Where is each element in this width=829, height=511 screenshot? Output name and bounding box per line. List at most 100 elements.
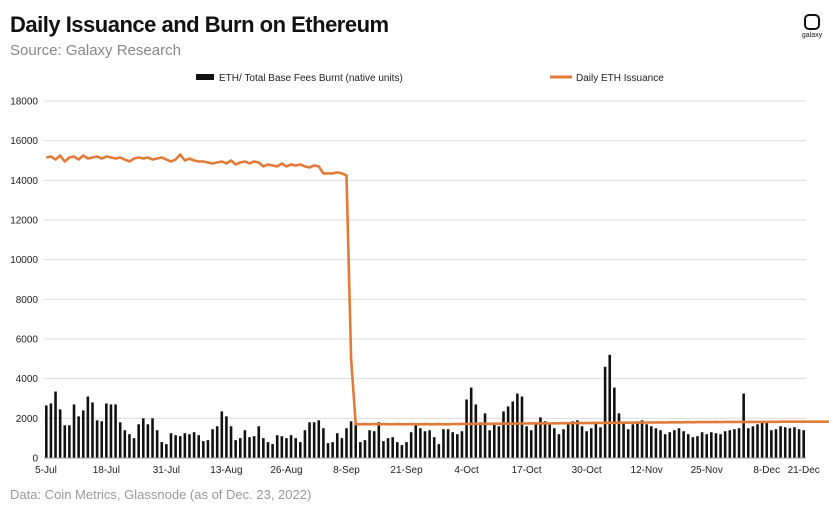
burn-bars xyxy=(45,354,805,458)
x-tick-label: 21-Dec xyxy=(788,465,820,476)
burn-bar xyxy=(215,426,219,458)
burn-bar xyxy=(363,440,367,458)
burn-bar xyxy=(377,422,381,458)
burn-bar xyxy=(553,428,556,458)
burn-bar xyxy=(520,396,524,458)
burn-bar xyxy=(141,418,145,458)
burn-bar xyxy=(423,431,427,458)
burn-bar xyxy=(511,401,515,458)
burn-bar xyxy=(451,432,455,458)
burn-bar xyxy=(576,420,579,458)
burn-bar xyxy=(705,434,709,458)
burn-bar xyxy=(178,436,182,458)
burn-bar xyxy=(174,435,177,458)
burn-bar xyxy=(456,434,459,458)
burn-bar xyxy=(719,434,722,458)
burn-bar xyxy=(774,429,778,458)
x-tick-label: 25-Nov xyxy=(691,465,723,476)
burn-bar xyxy=(737,428,741,458)
x-tick-label: 5-Jul xyxy=(35,465,57,476)
burn-bar xyxy=(506,406,510,458)
burn-bar xyxy=(428,430,431,458)
burn-bar xyxy=(54,391,57,458)
burn-bar xyxy=(234,440,237,458)
y-tick-label: 0 xyxy=(32,454,38,465)
burn-bar xyxy=(95,420,99,458)
burn-bar xyxy=(128,434,131,458)
burn-bar xyxy=(474,404,478,458)
burn-bar xyxy=(654,428,658,458)
burn-bar xyxy=(335,433,339,458)
burn-bar xyxy=(479,422,482,458)
burn-bar xyxy=(645,424,648,458)
burn-bar xyxy=(225,416,228,458)
burn-bar xyxy=(543,421,547,458)
burn-bar xyxy=(151,418,154,458)
burn-bar xyxy=(248,437,251,458)
burn-bar xyxy=(437,444,441,458)
burn-bar xyxy=(728,430,732,458)
y-tick-label: 2000 xyxy=(16,414,39,425)
chart-title: Daily Issuance and Burn on Ethereum xyxy=(10,12,389,37)
legend-label-issuance: Daily ETH Issuance xyxy=(576,73,664,84)
burn-bar xyxy=(354,422,358,458)
burn-bar xyxy=(594,423,598,458)
x-tick-label: 18-Jul xyxy=(93,465,120,476)
burn-bar xyxy=(391,437,394,458)
burn-bar xyxy=(779,426,782,458)
burn-bar xyxy=(202,441,205,458)
issuance-line-path xyxy=(46,153,829,426)
burn-bar xyxy=(211,429,214,458)
burn-bar xyxy=(345,428,348,458)
burn-bar xyxy=(686,434,690,458)
burn-bar xyxy=(317,420,321,458)
burn-bar xyxy=(488,430,491,458)
burn-bar xyxy=(257,426,261,458)
y-tick-label: 14000 xyxy=(10,176,38,187)
burn-bar xyxy=(303,430,307,458)
burn-bar xyxy=(91,402,94,458)
burn-bar xyxy=(585,431,588,458)
burn-bar xyxy=(636,421,639,458)
burn-bar xyxy=(608,354,612,458)
burn-bar xyxy=(802,430,805,458)
burn-bar xyxy=(751,426,755,458)
burn-bar xyxy=(649,426,653,458)
burn-bar xyxy=(271,444,274,458)
burn-bar xyxy=(492,424,496,458)
burn-bar xyxy=(442,429,445,458)
x-axis-ticks: 5-Jul 18-Jul 31-Jul 13-Aug 26-Aug 8-Sep 21-Sep… xyxy=(35,465,820,476)
burn-bar xyxy=(409,432,413,458)
burn-bar xyxy=(783,427,787,458)
burn-bar xyxy=(372,431,376,458)
burn-bar xyxy=(118,422,122,458)
burn-bar xyxy=(539,417,542,458)
burn-bar xyxy=(72,404,76,458)
burn-bar xyxy=(331,442,334,458)
burn-bar xyxy=(640,420,644,458)
burn-bar xyxy=(169,433,173,458)
burn-bar xyxy=(229,426,233,458)
burn-bar xyxy=(243,430,247,458)
burn-bar xyxy=(77,416,80,458)
data-source-note: Data: Coin Metrics, Glassnode (as of Dec… xyxy=(10,487,312,502)
burn-bar xyxy=(192,432,196,458)
burn-bar xyxy=(285,438,288,458)
burn-bar xyxy=(188,434,191,458)
burn-bar xyxy=(114,404,117,458)
galaxy-logo-icon xyxy=(804,14,820,30)
burn-bar xyxy=(312,422,316,458)
burn-bar xyxy=(723,431,727,458)
y-tick-label: 12000 xyxy=(10,216,38,227)
burn-bar xyxy=(160,442,164,458)
burn-bar xyxy=(502,411,505,458)
burn-bar xyxy=(631,424,635,458)
burn-bar xyxy=(395,442,399,458)
burn-bar xyxy=(548,424,551,458)
burn-bar xyxy=(460,431,464,458)
burn-bar xyxy=(793,427,796,458)
galaxy-logo: galaxy xyxy=(797,14,827,39)
burn-bar xyxy=(497,426,501,458)
burn-bar xyxy=(132,438,136,458)
